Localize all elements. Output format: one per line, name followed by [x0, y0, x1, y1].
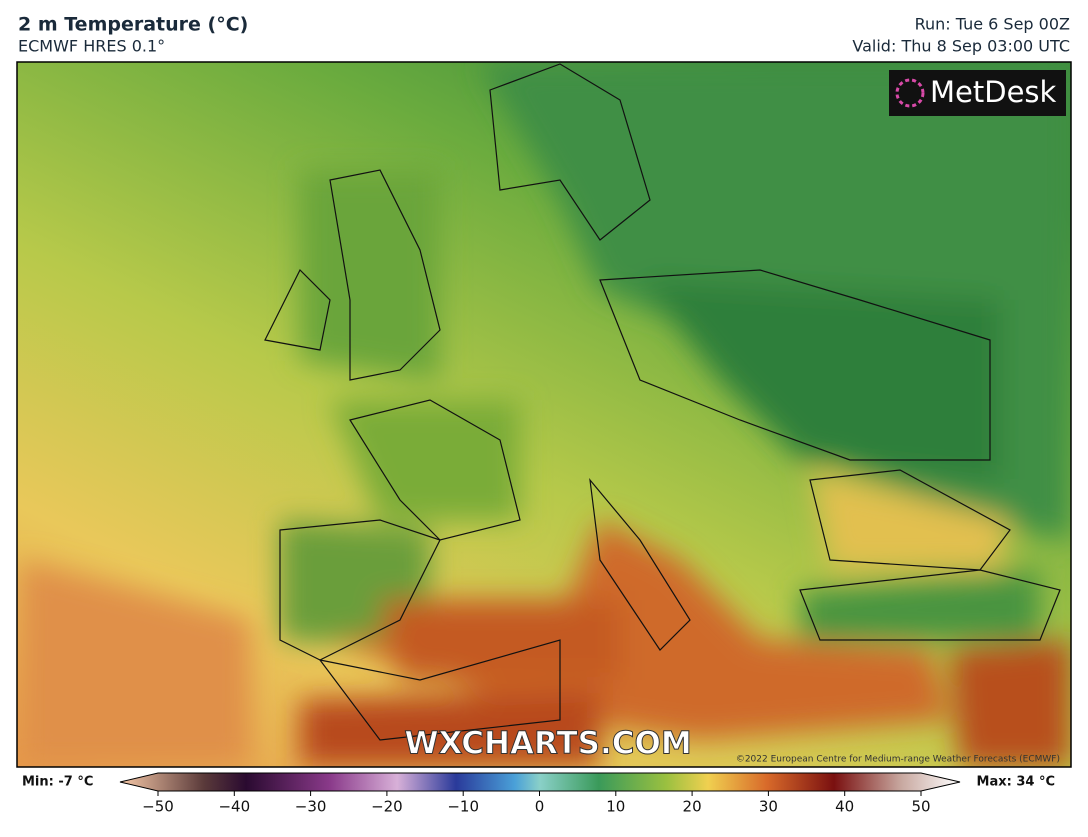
colorbar	[119, 772, 961, 792]
logo: MetDesk	[930, 75, 1057, 109]
tick-label: −30	[295, 798, 327, 816]
tick-label: 50	[911, 798, 930, 816]
tick-label: 20	[683, 798, 702, 816]
tick-label: −10	[447, 798, 479, 816]
tick-label: 0	[535, 798, 545, 816]
tick-label: −50	[142, 798, 174, 816]
copyright: ©2022 European Centre for Medium-range W…	[736, 755, 1060, 765]
map: MetDesk WXCHARTS.COM ©2022 European Cent…	[17, 62, 1071, 767]
run-time: Run: Tue 6 Sep 00Z	[915, 15, 1070, 34]
tick-label: −40	[218, 798, 250, 816]
tick-label: 30	[759, 798, 778, 816]
tick-label: 10	[606, 798, 625, 816]
valid-time: Valid: Thu 8 Sep 03:00 UTC	[852, 37, 1070, 56]
title: 2 m Temperature (°C)	[18, 14, 248, 36]
tick-label: −20	[371, 798, 403, 816]
max-label: Max: 34 °C	[977, 775, 1055, 790]
min-label: Min: -7 °C	[22, 775, 93, 790]
map-frame	[16, 61, 1072, 768]
logo-icon	[895, 78, 925, 108]
tick-label: 40	[835, 798, 854, 816]
watermark: WXCHARTS.COM	[404, 726, 691, 762]
subtitle: ECMWF HRES 0.1°	[18, 37, 165, 56]
logo-box	[889, 70, 1066, 116]
